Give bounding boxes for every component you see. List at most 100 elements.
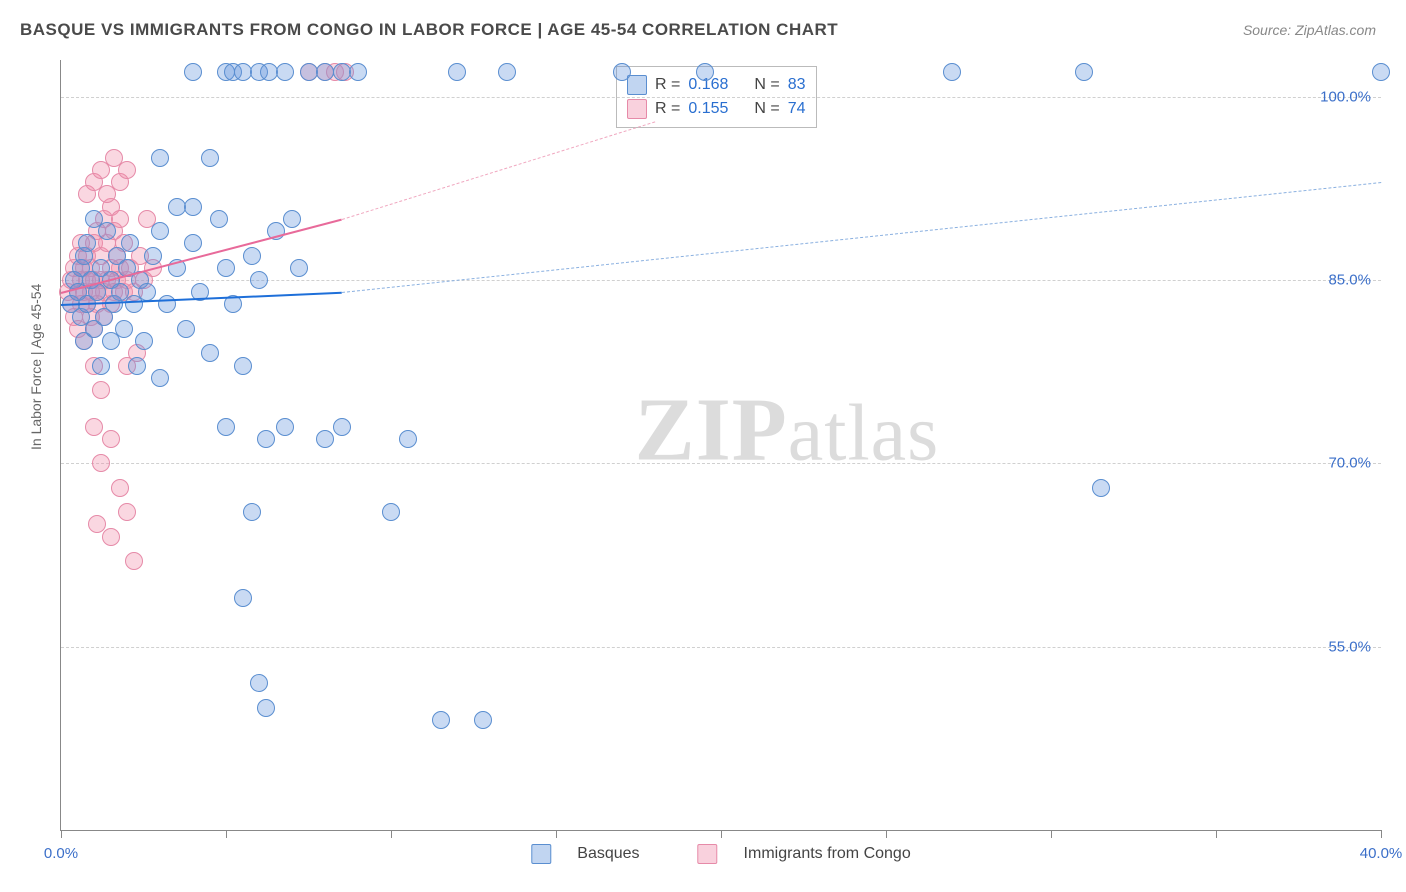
scatter-point-congo [125, 552, 143, 570]
x-tick-label: 0.0% [44, 845, 78, 862]
scatter-point-congo [111, 479, 129, 497]
scatter-point-basques [943, 63, 961, 81]
scatter-point-basques [257, 699, 275, 717]
scatter-point-basques [217, 418, 235, 436]
scatter-point-basques [151, 222, 169, 240]
y-axis-label: In Labor Force | Age 45-54 [28, 284, 44, 450]
r-value-congo: 0.155 [688, 100, 728, 118]
scatter-point-basques [98, 222, 116, 240]
scatter-point-congo [118, 161, 136, 179]
x-tick-mark [886, 830, 887, 838]
scatter-point-basques [276, 418, 294, 436]
scatter-point-congo [118, 503, 136, 521]
n-value-basques: 83 [788, 76, 806, 94]
x-tick-mark [1051, 830, 1052, 838]
scatter-point-congo [92, 381, 110, 399]
scatter-point-basques [316, 430, 334, 448]
scatter-point-basques [144, 247, 162, 265]
scatter-point-basques [1092, 479, 1110, 497]
scatter-point-basques [1075, 63, 1093, 81]
scatter-point-basques [474, 711, 492, 729]
scatter-point-basques [613, 63, 631, 81]
y-tick-label: 100.0% [1311, 88, 1371, 105]
scatter-point-basques [276, 63, 294, 81]
x-tick-mark [226, 830, 227, 838]
scatter-point-basques [399, 430, 417, 448]
scatter-point-congo [102, 430, 120, 448]
scatter-chart: ZIPatlas R = 0.168 N = 83 R = 0.155 N = … [60, 60, 1381, 831]
scatter-point-basques [498, 63, 516, 81]
scatter-point-basques [210, 210, 228, 228]
scatter-point-basques [128, 357, 146, 375]
legend-label-congo: Immigrants from Congo [744, 845, 911, 863]
x-tick-mark [556, 830, 557, 838]
scatter-point-basques [234, 63, 252, 81]
scatter-point-basques [333, 63, 351, 81]
r-label: R = [655, 76, 680, 94]
scatter-point-congo [85, 418, 103, 436]
x-tick-mark [391, 830, 392, 838]
scatter-point-basques [243, 503, 261, 521]
scatter-point-basques [138, 283, 156, 301]
scatter-point-basques [234, 357, 252, 375]
scatter-point-basques [1372, 63, 1390, 81]
swatch-pink-icon [627, 99, 647, 119]
scatter-point-basques [151, 149, 169, 167]
x-tick-mark [721, 830, 722, 838]
gridline-h [61, 463, 1381, 464]
scatter-point-basques [121, 234, 139, 252]
scatter-point-basques [184, 63, 202, 81]
scatter-point-basques [201, 344, 219, 362]
scatter-point-basques [283, 210, 301, 228]
scatter-point-basques [250, 674, 268, 692]
scatter-point-basques [243, 247, 261, 265]
scatter-point-basques [432, 711, 450, 729]
scatter-point-basques [349, 63, 367, 81]
scatter-point-basques [135, 332, 153, 350]
scatter-point-basques [382, 503, 400, 521]
legend: Basques Immigrants from Congo [531, 844, 910, 864]
scatter-point-basques [300, 63, 318, 81]
scatter-point-basques [151, 369, 169, 387]
stats-row-basques: R = 0.168 N = 83 [627, 73, 806, 97]
y-tick-label: 55.0% [1311, 638, 1371, 655]
x-tick-mark [1381, 830, 1382, 838]
scatter-point-basques [177, 320, 195, 338]
n-label: N = [754, 100, 779, 118]
scatter-point-basques [316, 63, 334, 81]
scatter-point-congo [92, 454, 110, 472]
y-tick-label: 70.0% [1311, 455, 1371, 472]
legend-swatch-pink-icon [698, 844, 718, 864]
x-tick-mark [61, 830, 62, 838]
n-label: N = [754, 76, 779, 94]
trendline-congo-dashed [341, 121, 655, 220]
scatter-point-basques [257, 430, 275, 448]
scatter-point-basques [250, 271, 268, 289]
scatter-point-basques [201, 149, 219, 167]
legend-label-basques: Basques [577, 845, 639, 863]
scatter-point-congo [102, 528, 120, 546]
gridline-h [61, 647, 1381, 648]
scatter-point-basques [260, 63, 278, 81]
watermark: ZIPatlas [635, 378, 940, 481]
legend-swatch-blue-icon [531, 844, 551, 864]
swatch-blue-icon [627, 75, 647, 95]
scatter-point-basques [168, 198, 186, 216]
y-tick-label: 85.0% [1311, 272, 1371, 289]
r-label: R = [655, 100, 680, 118]
scatter-point-basques [290, 259, 308, 277]
x-tick-label: 40.0% [1360, 845, 1403, 862]
scatter-point-basques [184, 198, 202, 216]
scatter-point-basques [448, 63, 466, 81]
scatter-point-basques [234, 589, 252, 607]
scatter-point-basques [92, 357, 110, 375]
source-attribution: Source: ZipAtlas.com [1243, 22, 1376, 38]
scatter-point-basques [78, 234, 96, 252]
trendline-basques-dashed [341, 182, 1381, 293]
scatter-point-basques [184, 234, 202, 252]
chart-title: BASQUE VS IMMIGRANTS FROM CONGO IN LABOR… [20, 20, 838, 40]
n-value-congo: 74 [788, 100, 806, 118]
stats-row-congo: R = 0.155 N = 74 [627, 97, 806, 121]
x-tick-mark [1216, 830, 1217, 838]
scatter-point-basques [333, 418, 351, 436]
